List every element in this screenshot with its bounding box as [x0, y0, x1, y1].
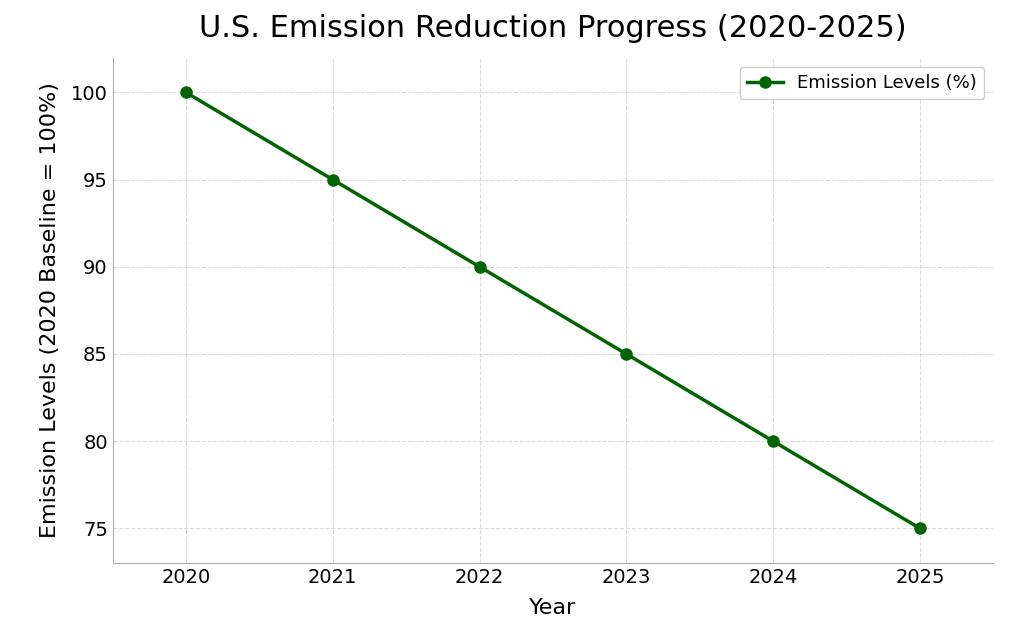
Emission Levels (%): [473, 263, 485, 271]
Y-axis label: Emission Levels (2020 Baseline = 100%): Emission Levels (2020 Baseline = 100%): [40, 83, 59, 538]
Title: U.S. Emission Reduction Progress (2020-2025): U.S. Emission Reduction Progress (2020-2…: [199, 14, 907, 43]
Emission Levels (%): [180, 88, 193, 96]
Emission Levels (%): [767, 437, 779, 445]
X-axis label: Year: Year: [529, 598, 577, 618]
Emission Levels (%): [327, 176, 339, 184]
Emission Levels (%): [621, 350, 633, 358]
Line: Emission Levels (%): Emission Levels (%): [180, 87, 926, 534]
Legend: Emission Levels (%): Emission Levels (%): [739, 67, 984, 99]
Emission Levels (%): [913, 525, 926, 532]
